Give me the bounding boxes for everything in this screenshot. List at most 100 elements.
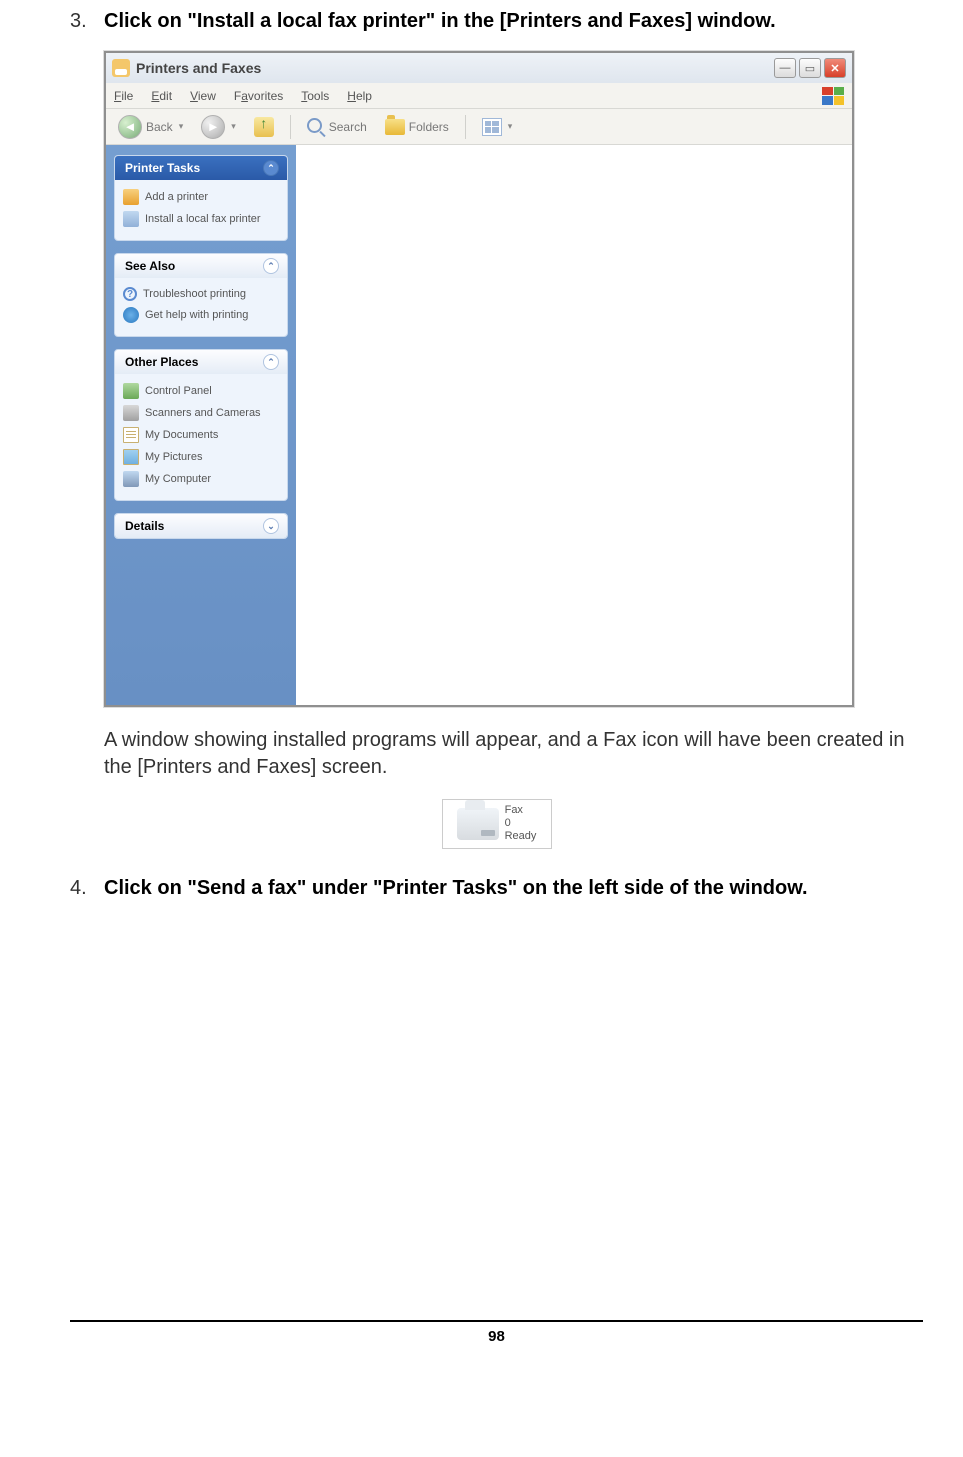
fax-icon-name: Fax xyxy=(505,804,537,817)
up-icon xyxy=(254,117,274,137)
forward-button[interactable]: ► ▾ xyxy=(195,112,242,142)
link-my-computer-label: My Computer xyxy=(145,473,211,485)
search-icon xyxy=(307,118,325,136)
fax-icon-figure: Fax 0 Ready xyxy=(442,799,552,849)
search-button[interactable]: Search xyxy=(301,115,373,139)
back-icon: ◄ xyxy=(118,115,142,139)
link-my-pictures-label: My Pictures xyxy=(145,451,202,463)
window-body: Printer Tasks ⌃ Add a printer Install a … xyxy=(106,145,852,705)
task-add-printer[interactable]: Add a printer xyxy=(123,186,279,208)
panel-see-also-title: See Also xyxy=(125,259,175,273)
scanner-icon xyxy=(123,405,139,421)
menu-help[interactable]: Help xyxy=(347,89,372,103)
step-4: 4. Click on "Send a fax" under "Printer … xyxy=(70,877,923,900)
window-icon xyxy=(112,59,130,77)
link-troubleshoot-label: Troubleshoot printing xyxy=(143,288,246,300)
window-title: Printers and Faxes xyxy=(136,60,768,76)
panel-other-places-header[interactable]: Other Places ⌃ xyxy=(115,350,287,374)
page-footer: 98 xyxy=(70,1320,923,1345)
forward-icon: ► xyxy=(201,115,225,139)
link-troubleshoot[interactable]: ? Troubleshoot printing xyxy=(123,284,279,304)
close-button[interactable]: ✕ xyxy=(824,58,846,78)
panel-see-also: See Also ⌃ ? Troubleshoot printing Get h… xyxy=(114,253,288,337)
forward-caret-icon: ▾ xyxy=(231,121,236,132)
panel-see-also-header[interactable]: See Also ⌃ xyxy=(115,254,287,278)
fax-icon-labels: Fax 0 Ready xyxy=(505,804,537,844)
step-3-number: 3. xyxy=(70,10,92,33)
toolbar-separator-2 xyxy=(465,115,466,139)
panel-details: Details ⌄ xyxy=(114,513,288,539)
fax-icon-count: 0 xyxy=(505,817,537,830)
link-scanners-label: Scanners and Cameras xyxy=(145,407,261,419)
task-install-fax[interactable]: Install a local fax printer xyxy=(123,208,279,230)
titlebar[interactable]: Printers and Faxes — ▭ ✕ xyxy=(106,53,852,83)
back-button[interactable]: ◄ Back ▾ xyxy=(112,112,189,142)
page-number: 98 xyxy=(488,1328,505,1345)
step-4-text: Click on "Send a fax" under "Printer Tas… xyxy=(104,877,808,900)
toolbar-separator xyxy=(290,115,291,139)
pictures-icon xyxy=(123,449,139,465)
toolbar: ◄ Back ▾ ► ▾ Search Folders ▾ xyxy=(106,109,852,145)
collapse-icon: ⌃ xyxy=(263,354,279,370)
link-control-panel-label: Control Panel xyxy=(145,385,212,397)
help-icon: ? xyxy=(123,287,137,301)
step-3-description: A window showing installed programs will… xyxy=(104,727,923,781)
collapse-icon: ⌃ xyxy=(263,160,279,176)
panel-details-header[interactable]: Details ⌄ xyxy=(115,514,287,538)
folders-button[interactable]: Folders xyxy=(379,116,455,138)
step-3: 3. Click on "Install a local fax printer… xyxy=(70,10,923,33)
panel-see-also-body: ? Troubleshoot printing Get help with pr… xyxy=(115,278,287,336)
content-area[interactable] xyxy=(296,145,852,705)
views-button[interactable]: ▾ xyxy=(476,115,519,139)
back-label: Back xyxy=(146,120,173,134)
link-get-help[interactable]: Get help with printing xyxy=(123,304,279,326)
views-caret-icon: ▾ xyxy=(508,121,513,132)
step-4-number: 4. xyxy=(70,877,92,900)
panel-details-title: Details xyxy=(125,519,164,533)
documents-icon xyxy=(123,427,139,443)
step-3-text: Click on "Install a local fax printer" i… xyxy=(104,10,776,33)
window-buttons: — ▭ ✕ xyxy=(774,58,846,78)
printers-and-faxes-window: Printers and Faxes — ▭ ✕ File Edit View … xyxy=(104,51,854,707)
back-caret-icon: ▾ xyxy=(179,121,184,132)
windows-flag-icon xyxy=(822,87,844,105)
task-install-fax-label: Install a local fax printer xyxy=(145,213,261,225)
views-icon xyxy=(482,118,502,136)
panel-other-places: Other Places ⌃ Control Panel Scanners an… xyxy=(114,349,288,501)
search-label: Search xyxy=(329,120,367,134)
panel-other-places-title: Other Places xyxy=(125,355,198,369)
menu-edit[interactable]: Edit xyxy=(151,89,172,103)
fax-machine-icon xyxy=(457,808,499,840)
menu-file[interactable]: File xyxy=(114,89,133,103)
menu-favorites[interactable]: Favorites xyxy=(234,89,283,103)
link-my-documents[interactable]: My Documents xyxy=(123,424,279,446)
globe-icon xyxy=(123,307,139,323)
panel-printer-tasks-header[interactable]: Printer Tasks ⌃ xyxy=(115,156,287,180)
menubar: File Edit View Favorites Tools Help xyxy=(106,83,852,109)
panel-printer-tasks-body: Add a printer Install a local fax printe… xyxy=(115,180,287,240)
collapse-icon: ⌃ xyxy=(263,258,279,274)
panel-printer-tasks-title: Printer Tasks xyxy=(125,161,200,175)
sidebar: Printer Tasks ⌃ Add a printer Install a … xyxy=(106,145,296,705)
folders-label: Folders xyxy=(409,120,449,134)
expand-icon: ⌄ xyxy=(263,518,279,534)
control-panel-icon xyxy=(123,383,139,399)
maximize-button[interactable]: ▭ xyxy=(799,58,821,78)
up-button[interactable] xyxy=(248,114,280,140)
folders-icon xyxy=(385,119,405,135)
link-my-pictures[interactable]: My Pictures xyxy=(123,446,279,468)
task-add-printer-label: Add a printer xyxy=(145,191,208,203)
menu-view[interactable]: View xyxy=(190,89,216,103)
link-my-computer[interactable]: My Computer xyxy=(123,468,279,490)
printer-icon xyxy=(123,189,139,205)
panel-printer-tasks: Printer Tasks ⌃ Add a printer Install a … xyxy=(114,155,288,241)
computer-icon xyxy=(123,471,139,487)
link-scanners[interactable]: Scanners and Cameras xyxy=(123,402,279,424)
link-my-documents-label: My Documents xyxy=(145,429,218,441)
fax-icon-status: Ready xyxy=(505,830,537,843)
link-control-panel[interactable]: Control Panel xyxy=(123,380,279,402)
link-get-help-label: Get help with printing xyxy=(145,309,248,321)
panel-other-places-body: Control Panel Scanners and Cameras My Do… xyxy=(115,374,287,500)
minimize-button[interactable]: — xyxy=(774,58,796,78)
menu-tools[interactable]: Tools xyxy=(301,89,329,103)
